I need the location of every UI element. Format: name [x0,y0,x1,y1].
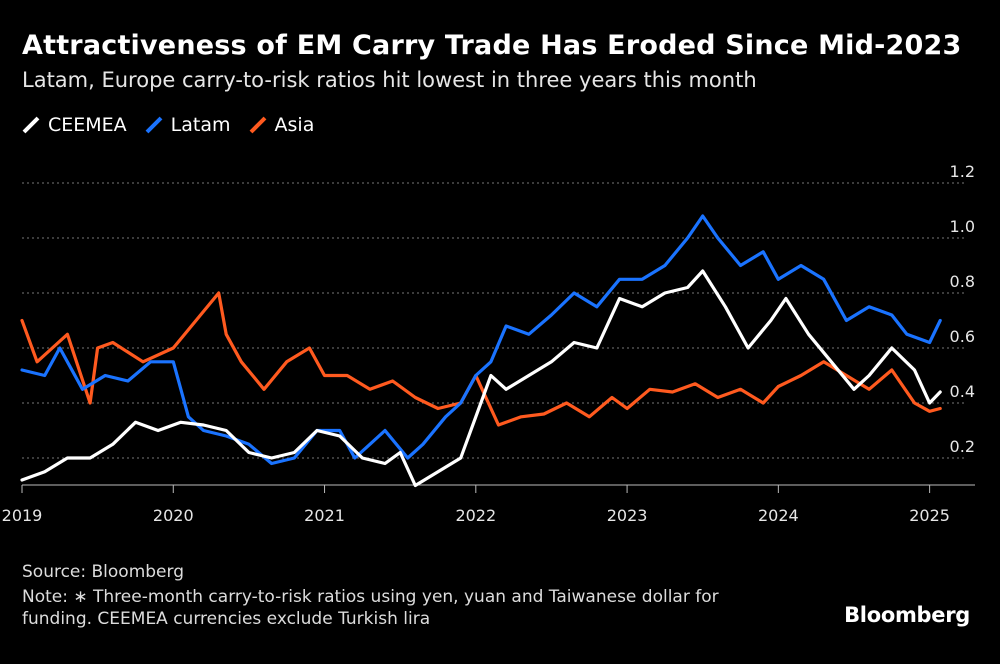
series-line-latam [20,214,942,466]
y-tick-label-3: 0.8 [950,272,975,291]
line-chart: 0.2 0.4 0.6 0.8 1.0 1.2 2019 2020 2021 2022 2023 20… [2,162,975,525]
legend: CEEMEA Latam Asia [22,114,314,136]
x-tick-label-3: 2022 [455,506,496,525]
legend-label-ceemea: CEEMEA [48,114,127,136]
bloomberg-logo: Bloomberg [844,603,970,627]
legend-label-asia: Asia [274,114,315,136]
y-tick-label-5: 1.2 [950,162,975,181]
x-tick-label-4: 2023 [607,506,648,525]
y-tick-label-2: 0.6 [950,327,975,346]
legend-item-latam: Latam [145,114,231,136]
legend-item-asia: Asia [249,114,315,136]
source-text: Source: Bloomberg [22,562,184,582]
y-tick-label-4: 1.0 [950,217,975,236]
series-line-ceemea [20,269,942,488]
x-tick-label-0: 2019 [2,506,43,525]
chart-subtitle: Latam, Europe carry-to-risk ratios hit l… [22,68,757,92]
legend-item-ceemea: CEEMEA [22,114,127,136]
legend-label-latam: Latam [170,114,231,136]
legend-swatch-asia-icon [249,116,266,134]
x-tick-label-6: 2025 [909,506,950,525]
legend-swatch-ceemea-icon [22,116,40,134]
legend-swatch-latam-icon [145,116,163,134]
note-text: Note: ∗ Three-month carry-to-risk ratios… [22,587,719,629]
chart-title: Attractiveness of EM Carry Trade Has Ero… [22,30,962,61]
y-tick-label-0: 0.2 [950,437,975,456]
y-tick-label-1: 0.4 [950,382,975,401]
x-tick-label-1: 2020 [153,506,194,525]
x-tick-label-2: 2021 [304,506,345,525]
x-tick-label-5: 2024 [758,506,799,525]
